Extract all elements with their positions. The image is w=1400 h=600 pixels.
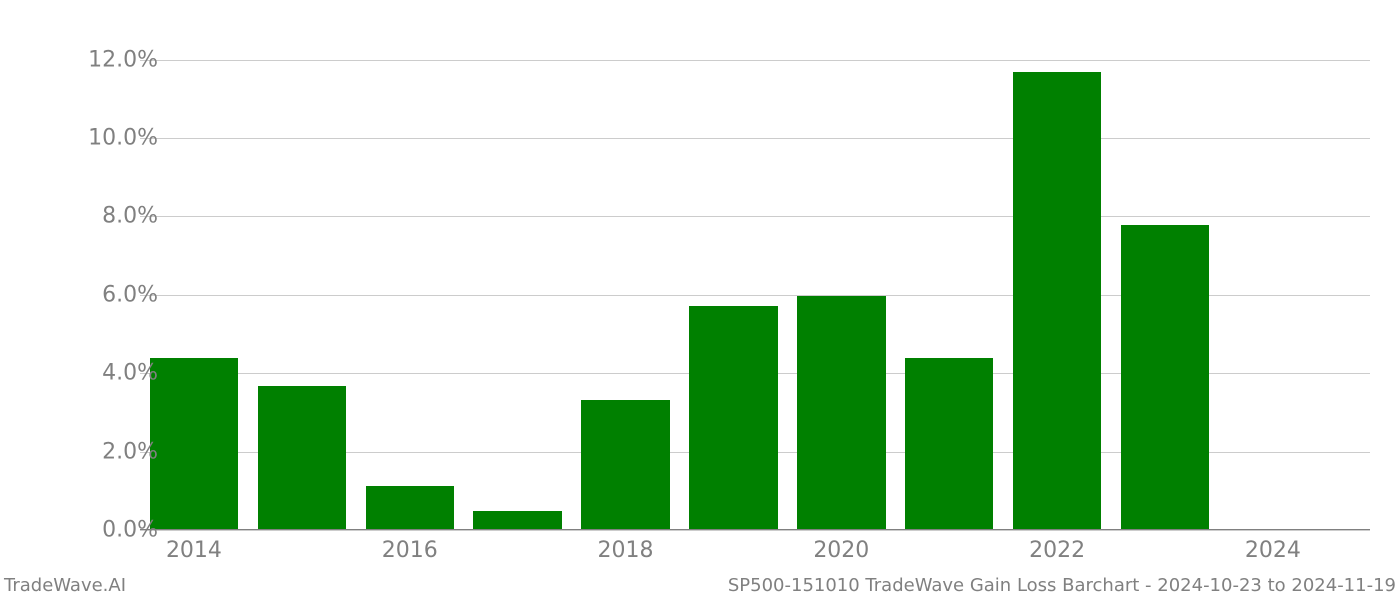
watermark-left: TradeWave.AI: [4, 575, 126, 596]
bar: [366, 486, 454, 529]
bar: [1121, 225, 1209, 529]
y-tick-label: 0.0%: [38, 518, 158, 543]
plot-area: [140, 40, 1370, 530]
gridline: [140, 216, 1370, 217]
gridline: [140, 530, 1370, 531]
x-tick-label: 2018: [586, 538, 666, 563]
y-tick-label: 6.0%: [38, 282, 158, 307]
gain-loss-barchart: 0.0% 2.0% 4.0% 6.0% 8.0% 10.0% 12.0% 2014 2016 2…: [0, 0, 1400, 600]
x-tick-label: 2022: [1017, 538, 1097, 563]
x-tick-label: 2020: [801, 538, 881, 563]
bar: [797, 296, 885, 529]
y-tick-label: 2.0%: [38, 439, 158, 464]
gridline: [140, 60, 1370, 61]
bar: [258, 386, 346, 529]
bar: [905, 358, 993, 529]
x-tick-label: 2016: [370, 538, 450, 563]
x-tick-label: 2014: [154, 538, 234, 563]
bar: [150, 358, 238, 529]
y-tick-label: 10.0%: [38, 126, 158, 151]
bar: [581, 400, 669, 529]
caption-right: SP500-151010 TradeWave Gain Loss Barchar…: [728, 575, 1396, 596]
x-tick-label: 2024: [1233, 538, 1313, 563]
bar: [689, 306, 777, 529]
gridline: [140, 138, 1370, 139]
y-tick-label: 8.0%: [38, 204, 158, 229]
bar: [473, 511, 561, 529]
bar: [1013, 72, 1101, 529]
y-tick-label: 4.0%: [38, 361, 158, 386]
y-tick-label: 12.0%: [38, 47, 158, 72]
